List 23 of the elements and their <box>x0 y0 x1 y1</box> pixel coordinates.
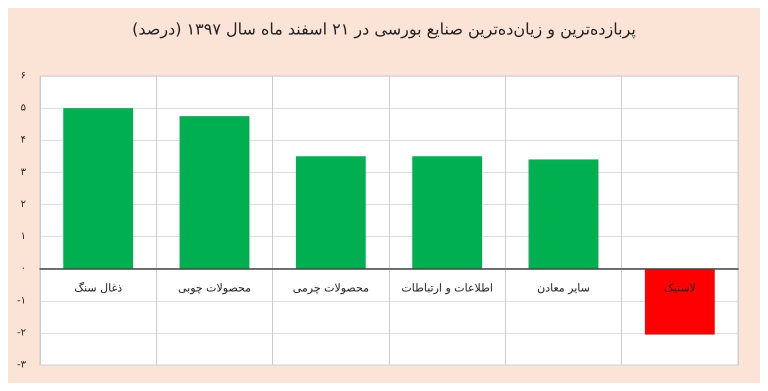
y-tick-label: ۴ <box>20 134 26 146</box>
y-tick-label: ۲ <box>20 198 26 210</box>
x-tick-label: ذغال سنگ <box>74 282 122 295</box>
x-tick-label: سایر معادن <box>537 282 590 295</box>
x-tick-label: اطلاعات و ارتباطات <box>401 282 493 295</box>
x-tick-label: محصولات چوبی <box>178 282 252 295</box>
y-tick-label: ۰ <box>20 263 26 274</box>
y-tick-label: -۱ <box>17 295 26 306</box>
y-tick-label: ۶ <box>20 70 26 82</box>
bar <box>180 116 250 269</box>
bar <box>644 268 715 334</box>
bar <box>528 159 598 269</box>
bar <box>63 108 134 269</box>
y-tick-label: ۱ <box>20 231 26 242</box>
chart-title: پربازده‌ترین و زیان‌ده‌ترین صنایع بورسی در ۲۱ اسفند ماه سال ۱۳۹۷ (درصد) <box>132 20 636 38</box>
y-tick-label: ۵ <box>20 102 26 114</box>
x-tick-label: لاستیک <box>664 282 696 295</box>
y-tick-label: -۳ <box>17 360 27 370</box>
bar <box>296 156 366 269</box>
bar <box>412 156 482 269</box>
x-tick-label: محصولات چرمی <box>292 282 370 295</box>
y-tick-label: -۲ <box>17 327 26 338</box>
y-tick-label: ۳ <box>20 166 27 178</box>
